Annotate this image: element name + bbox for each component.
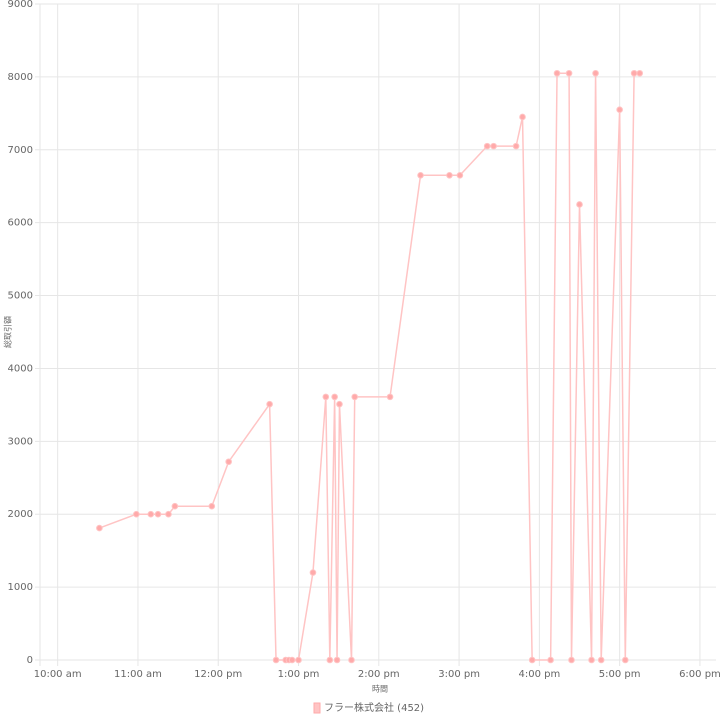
data-point [446,171,453,179]
data-point [483,142,491,150]
data-point [547,656,554,664]
data-point [165,510,172,518]
y-tick-label: 4000 [8,363,33,374]
legend-label: フラー株式会社 (452) [324,701,424,714]
data-point [326,656,334,664]
data-point [528,656,536,664]
data-point [333,656,341,664]
data-point [386,393,394,401]
data-point [456,171,464,179]
data-point [636,69,644,77]
y-axis-label: 総取引額 [3,316,13,348]
y-tick-label: 2000 [8,509,33,520]
data-point [512,142,520,150]
data-point [295,656,302,664]
x-tick-label: 10:00 am [34,669,82,680]
data-point [576,201,583,208]
data-point [225,458,232,466]
x-tick-label: 4:00 pm [519,669,561,680]
x-tick-label: 2:00 pm [358,669,400,680]
data-point [351,393,359,401]
y-tick-label: 5000 [8,291,33,302]
data-point [592,69,599,77]
series-line [99,72,640,661]
data-point [322,393,330,401]
x-tick-label: 6:00 pm [679,669,720,680]
data-point [154,510,162,518]
y-tick-label: 8000 [8,72,33,83]
x-axis-label: 時間 [372,685,388,694]
data-point [266,400,273,408]
data-point [147,510,155,518]
data-point [133,510,140,518]
data-point [288,656,296,664]
data-point [565,69,573,77]
data-point [568,656,575,664]
data-point [597,656,605,664]
data-point [331,393,338,401]
y-tick-label: 7000 [8,145,33,156]
data-point [630,69,638,77]
y-tick-label: 9000 [8,0,33,10]
data-point [171,502,179,510]
y-tick-label: 6000 [8,218,33,229]
y-tick-label: 3000 [8,436,33,447]
y-tick-label: 1000 [8,582,33,593]
x-tick-label: 12:00 pm [194,669,242,680]
legend-swatch [313,702,321,714]
data-point [588,656,595,664]
x-tick-label: 3:00 pm [438,669,480,680]
y-tick-label: 0 [27,655,33,666]
data-point [616,106,623,113]
data-point [490,142,497,150]
x-tick-label: 5:00 pm [599,669,641,680]
data-point [309,569,317,576]
data-point [553,69,561,77]
data-point [336,400,343,408]
data-point [272,656,280,664]
data-point [208,502,216,510]
data-point [96,524,103,532]
data-point [348,656,355,664]
data-point [417,171,424,179]
data-point [621,656,629,664]
x-tick-label: 1:00 pm [278,669,320,680]
x-tick-label: 11:00 am [114,669,162,680]
data-point [519,113,526,121]
